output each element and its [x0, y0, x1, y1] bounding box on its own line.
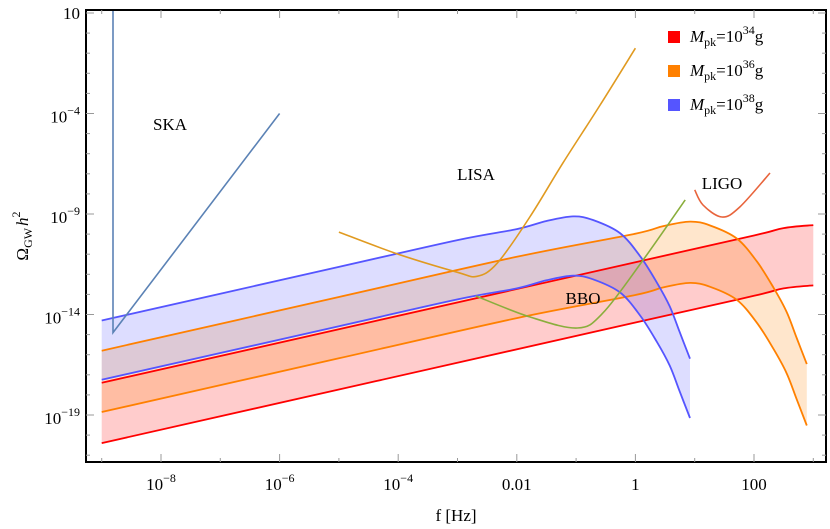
band-fills	[101, 216, 814, 444]
lisa-sensitivity-curve	[338, 47, 637, 278]
y-tick-label: 10−4	[50, 104, 80, 127]
band-36-upper-line	[101, 220, 808, 365]
y-tick-label: 10	[63, 4, 80, 23]
ligo-label: LIGO	[702, 174, 743, 193]
legend-swatch	[668, 99, 680, 111]
legend-label: Mpk=1038g	[689, 91, 764, 117]
x-tick-label: 100	[741, 475, 767, 494]
lisa-label: LISA	[457, 165, 496, 184]
y-tick-label: 10−19	[44, 405, 80, 428]
legend-label: Mpk=1036g	[689, 57, 764, 83]
legend-item-36: Mpk=1036g	[668, 57, 764, 83]
ska-label: SKA	[153, 115, 188, 134]
legend-swatch	[668, 65, 680, 77]
legend-item-34: Mpk=1034g	[668, 23, 764, 49]
band-38-upper-line	[101, 215, 691, 360]
band-lines	[101, 215, 814, 444]
x-axis-label: f [Hz]	[435, 506, 476, 525]
ska-sensitivity-curve	[112, 10, 281, 335]
detector-curves	[112, 10, 771, 335]
bbo-label: BBO	[566, 289, 601, 308]
y-tick-label: 10−9	[50, 204, 80, 227]
band-34-fill	[101, 225, 814, 444]
plot-frame	[85, 9, 827, 463]
x-tick-label: 10−6	[265, 471, 295, 494]
band-36-lower-line	[101, 281, 808, 426]
band-36-fill	[101, 221, 807, 426]
band-38-lower-line	[101, 274, 691, 419]
x-tick-label: 1	[631, 475, 640, 494]
x-tick-label: 0.01	[502, 475, 532, 494]
axis-ticks: 10−8 10−6 10−4 0.01 1 100 10 10−4 10−9 10−14 10−19	[44, 4, 826, 494]
band-34-upper-line	[101, 224, 814, 384]
legend-item-38: Mpk=1038g	[668, 91, 764, 117]
band-38-fill	[101, 216, 690, 418]
x-tick-label: 10−4	[383, 471, 413, 494]
detector-labels: SKA LISA BBO LIGO	[153, 115, 742, 308]
y-axis-label: ΩGWh2	[9, 211, 35, 260]
legend: Mpk=1034g Mpk=1036g Mpk=1038g	[668, 23, 764, 117]
band-34-lower-line	[101, 284, 814, 444]
legend-swatch	[668, 31, 680, 43]
ligo-sensitivity-curve	[693, 172, 771, 218]
x-tick-label: 10−8	[146, 471, 176, 494]
legend-label: Mpk=1034g	[689, 23, 764, 49]
bbo-sensitivity-curve	[475, 199, 686, 329]
y-tick-label: 10−14	[44, 305, 80, 328]
